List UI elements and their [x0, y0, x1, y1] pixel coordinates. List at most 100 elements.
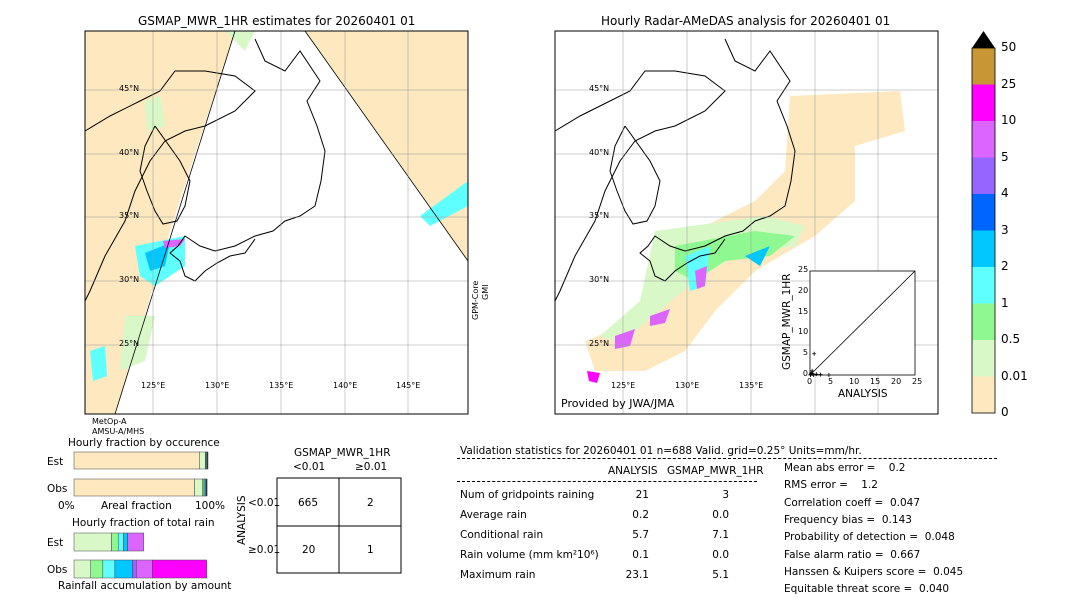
occurrence-title: Hourly fraction by occurence: [68, 437, 220, 449]
scatter-ytick: 10: [798, 327, 809, 337]
colorbar-frame: [971, 47, 996, 414]
rain-est-segment: [123, 532, 128, 552]
scatter-xtick: 20: [891, 377, 902, 386]
lat-label: 40°N: [119, 148, 140, 157]
coastline-japan: [639, 38, 796, 282]
stat-gsmap-value: 3: [722, 489, 729, 501]
colorbar-segment: [972, 376, 995, 413]
stat-analysis-value: 0.2: [632, 509, 649, 521]
gmi-label: GMI: [481, 284, 490, 300]
scatter-point: [808, 373, 813, 377]
occurrence-obs-segment: [205, 478, 208, 497]
scatter-xtick: 15: [870, 377, 881, 386]
stats-col-analysis: ANALYSIS: [608, 465, 658, 477]
lat-label: 25°N: [119, 339, 140, 348]
lon-label: 135°E: [269, 381, 294, 390]
rain-area: [420, 181, 468, 226]
rain-area: [615, 329, 635, 349]
stat-label: Rain volume (mm km²10⁶): [460, 549, 599, 561]
coastline-korea: [139, 125, 191, 225]
stats-col-gsmap: GSMAP_MWR_1HR: [667, 465, 764, 477]
contingency-title: GSMAP_MWR_1HR: [294, 447, 391, 459]
left-map: [84, 30, 469, 415]
colorbar-segment: [972, 267, 995, 304]
stat-gsmap-value: 7.1: [712, 529, 729, 541]
colorbar-extend-arrow: [972, 31, 995, 48]
stats-header: Validation statistics for 20260401 01 n=…: [460, 445, 862, 457]
score-item: RMS error = 1.2: [784, 479, 878, 492]
rain-est-label: Est: [47, 537, 64, 549]
rain-est-segment: [73, 532, 112, 552]
contingency-col-1: <0.01: [293, 461, 326, 473]
coastline-japan: [169, 38, 326, 282]
contingency-col-2: ≥0.01: [355, 461, 388, 473]
colorbar-tick: 5: [1001, 149, 1009, 164]
rain-est-segment: [117, 532, 124, 552]
gpm-label: GPM-Core: [471, 280, 480, 320]
rain-title: Hourly fraction of total rain: [72, 517, 215, 529]
rain-obs-label: Obs: [47, 564, 68, 576]
lon-label: 125°E: [141, 381, 166, 390]
lat-label: 45°N: [589, 84, 610, 93]
rain-est-segment: [127, 532, 144, 552]
occ-x1: 100%: [195, 500, 226, 512]
colorbar-segment: [972, 48, 995, 85]
colorbar-segment: [972, 194, 995, 231]
stat-analysis-value: 0.1: [632, 549, 649, 561]
occ-obs-label: Obs: [47, 483, 68, 495]
cell-20: 20: [302, 544, 316, 556]
rain-area: [145, 243, 170, 271]
scatter-xtick: 0: [807, 377, 813, 386]
scatter-xtick: 10: [849, 377, 860, 386]
rain-area: [225, 31, 255, 51]
stat-analysis-value: 5.7: [632, 529, 649, 541]
lat-label: 40°N: [589, 148, 610, 157]
stat-label: Average rain: [460, 509, 527, 521]
divider: [457, 481, 757, 482]
credit-label: Provided by JWA/JMA: [561, 397, 675, 410]
divider: [457, 458, 997, 459]
rain-area: [650, 309, 670, 326]
cell-665: 665: [298, 497, 319, 509]
coastline-china: [554, 70, 726, 302]
left-map-title: GSMAP_MWR_1HR estimates for 20260401 01: [138, 14, 416, 28]
scatter-point: [812, 351, 817, 356]
score-item: Frequency bias = 0.143: [784, 513, 912, 526]
rain-obs-segment: [152, 559, 207, 579]
colorbar-tick: 0.01: [1001, 368, 1028, 383]
scatter-xtick: 25: [912, 377, 923, 386]
sat-label-2: AMSU-A/MHS: [92, 427, 145, 436]
stat-gsmap-value: 0.0: [712, 509, 729, 521]
colorbar-tick: 10: [1001, 113, 1017, 127]
cell-2: 2: [367, 497, 374, 509]
rain-area: [745, 246, 770, 266]
rain-obs-segment: [73, 559, 91, 579]
stat-analysis-value: 23.1: [625, 569, 649, 581]
rain-obs-segment: [132, 559, 137, 579]
stat-label: Num of gridpoints raining: [460, 489, 595, 501]
scatter-ytick: 15: [798, 306, 809, 316]
colorbar-segment: [972, 157, 995, 194]
colorbar-tick: 0: [1001, 405, 1009, 419]
coastline-korea: [609, 125, 661, 225]
colorbar-tick: 2: [1001, 259, 1009, 273]
rain-obs-segment: [90, 559, 104, 579]
scatter-ytick: 5: [802, 348, 808, 358]
lat-label: 35°N: [119, 211, 140, 220]
colorbar-segment: [972, 121, 995, 158]
contingency-row-title: ANALYSIS: [236, 495, 248, 545]
lon-label: 140°E: [333, 381, 358, 390]
colorbar-tick: 3: [1001, 222, 1009, 237]
scatter-ytick: 0: [802, 369, 808, 378]
colorbar-segment: [972, 303, 995, 340]
scatter-xlabel: ANALYSIS: [838, 388, 888, 400]
stat-label: Maximum rain: [460, 569, 536, 581]
rain-obs-segment: [136, 559, 153, 579]
occurrence-obs-segment: [73, 478, 195, 497]
scatter-ylabel: GSMAP_MWR_1HR: [781, 273, 793, 370]
lat-label: 30°N: [589, 275, 610, 284]
lat-label: 45°N: [119, 84, 140, 93]
occurrence-est-segment: [207, 451, 209, 470]
rain-area: [145, 96, 165, 131]
